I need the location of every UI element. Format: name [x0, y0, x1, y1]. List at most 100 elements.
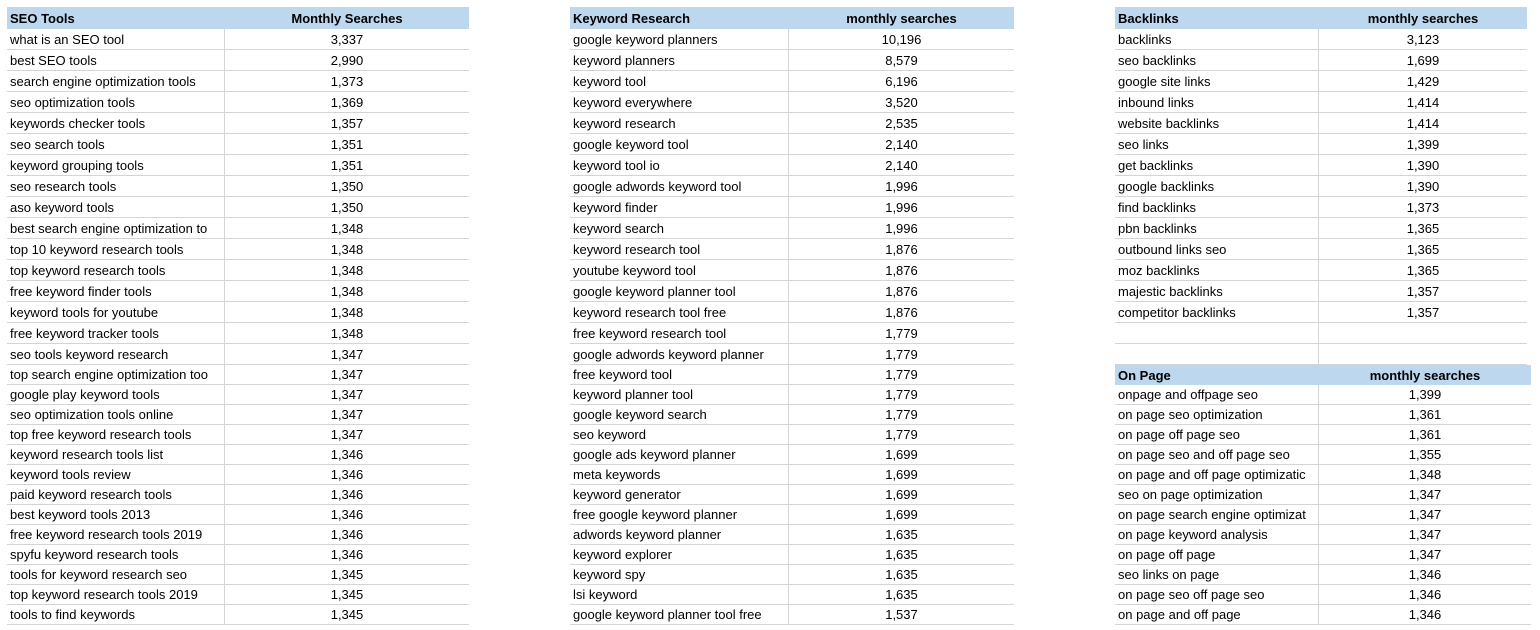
searches-cell[interactable]: 1,390: [1406, 178, 1440, 194]
keyword-cell[interactable]: top keyword research tools 2019: [7, 585, 225, 604]
keyword-cell[interactable]: tools for keyword research seo: [7, 565, 225, 584]
searches-cell[interactable]: 1,346: [330, 547, 364, 562]
keyword-cell[interactable]: google keyword planners: [570, 29, 789, 49]
searches-cell[interactable]: 1,399: [1408, 387, 1442, 402]
keyword-cell[interactable]: seo links on page: [1115, 565, 1319, 584]
keyword-cell[interactable]: top free keyword research tools: [7, 425, 225, 444]
searches-cell[interactable]: 1,699: [885, 467, 918, 482]
searches-cell[interactable]: 1,355: [1408, 447, 1442, 462]
keyword-cell[interactable]: google keyword planner tool free: [570, 605, 789, 624]
searches-cell[interactable]: monthly searches: [1369, 367, 1481, 383]
searches-cell[interactable]: 1,347: [1408, 527, 1442, 542]
keyword-cell[interactable]: tools to find keywords: [7, 605, 225, 624]
searches-cell[interactable]: 1,357: [330, 115, 364, 131]
searches-cell[interactable]: 1,779: [885, 407, 918, 422]
keyword-cell[interactable]: On Page: [1118, 367, 1171, 383]
keyword-cell[interactable]: website backlinks: [1115, 113, 1319, 133]
searches-cell[interactable]: 1,345: [330, 607, 364, 622]
searches-cell[interactable]: 1,351: [330, 136, 364, 152]
searches-cell[interactable]: 1,876: [885, 262, 918, 278]
searches-cell[interactable]: 1,699: [885, 507, 918, 522]
searches-cell[interactable]: 1,348: [330, 220, 364, 236]
searches-cell[interactable]: 1,635: [885, 547, 918, 562]
searches-cell[interactable]: 3,520: [885, 94, 918, 110]
searches-cell[interactable]: 1,346: [330, 527, 364, 542]
searches-cell[interactable]: 1,347: [330, 367, 364, 382]
searches-cell[interactable]: 1,373: [330, 73, 364, 89]
keyword-cell[interactable]: youtube keyword tool: [570, 260, 789, 280]
keyword-cell[interactable]: keyword explorer: [570, 545, 789, 564]
searches-cell[interactable]: 8,579: [885, 52, 918, 68]
keyword-cell[interactable]: inbound links: [1115, 92, 1319, 112]
searches-cell[interactable]: 6,196: [885, 73, 918, 89]
searches-cell[interactable]: 1,348: [1408, 467, 1442, 482]
keyword-cell[interactable]: google adwords keyword tool: [570, 176, 789, 196]
keyword-cell[interactable]: meta keywords: [570, 465, 789, 484]
keyword-cell[interactable]: free google keyword planner: [570, 505, 789, 524]
keyword-cell[interactable]: seo backlinks: [1115, 50, 1319, 70]
searches-cell[interactable]: 1,635: [885, 587, 918, 602]
searches-cell[interactable]: 1,365: [1406, 241, 1440, 257]
keyword-cell[interactable]: google keyword tool: [570, 134, 789, 154]
keyword-cell[interactable]: on page off page seo: [1115, 425, 1319, 444]
searches-cell[interactable]: 10,196: [881, 31, 922, 47]
searches-cell[interactable]: 1,347: [1408, 507, 1442, 522]
searches-cell[interactable]: 1,429: [1406, 73, 1440, 89]
keyword-cell[interactable]: keywords checker tools: [7, 113, 225, 133]
keyword-cell[interactable]: what is an SEO tool: [7, 29, 225, 49]
keyword-cell[interactable]: get backlinks: [1115, 155, 1319, 175]
keyword-cell[interactable]: google keyword planner tool: [570, 281, 789, 301]
searches-cell[interactable]: 1,779: [885, 387, 918, 402]
keyword-cell[interactable]: best search engine optimization to: [7, 218, 225, 238]
searches-cell[interactable]: 1,350: [330, 178, 364, 194]
empty-row[interactable]: [1115, 323, 1527, 344]
searches-cell[interactable]: 1,699: [885, 487, 918, 502]
searches-cell[interactable]: 1,779: [885, 367, 918, 382]
keyword-cell[interactable]: keyword research: [570, 113, 789, 133]
keyword-cell[interactable]: outbound links seo: [1115, 239, 1319, 259]
searches-cell[interactable]: 2,140: [885, 157, 918, 173]
searches-cell[interactable]: 1,346: [1408, 567, 1442, 582]
keyword-cell[interactable]: majestic backlinks: [1115, 281, 1319, 301]
keyword-cell[interactable]: keyword grouping tools: [7, 155, 225, 175]
searches-cell[interactable]: 1,399: [1406, 136, 1440, 152]
keyword-cell[interactable]: keyword tool: [570, 71, 789, 91]
keyword-cell[interactable]: top keyword research tools: [7, 260, 225, 280]
keyword-cell[interactable]: free keyword research tool: [570, 323, 789, 343]
searches-cell[interactable]: 1,876: [885, 304, 918, 320]
searches-cell[interactable]: 3,337: [330, 31, 364, 47]
searches-cell[interactable]: 1,373: [1406, 199, 1440, 215]
keyword-cell[interactable]: competitor backlinks: [1115, 302, 1319, 322]
keyword-cell[interactable]: google ads keyword planner: [570, 445, 789, 464]
keyword-cell[interactable]: keyword everywhere: [570, 92, 789, 112]
keyword-cell[interactable]: on page and off page optimizatic: [1115, 465, 1319, 484]
keyword-cell[interactable]: best keyword tools 2013: [7, 505, 225, 524]
searches-cell[interactable]: 1,347: [330, 346, 364, 362]
keyword-cell[interactable]: on page seo and off page seo: [1115, 445, 1319, 464]
searches-cell[interactable]: 1,357: [1406, 283, 1440, 299]
keyword-cell[interactable]: search engine optimization tools: [7, 71, 225, 91]
searches-cell[interactable]: 1,779: [885, 325, 918, 341]
searches-cell[interactable]: monthly searches: [846, 10, 957, 26]
keyword-cell[interactable]: seo on page optimization: [1115, 485, 1319, 504]
searches-cell[interactable]: 1,346: [330, 467, 364, 482]
searches-cell[interactable]: 1,361: [1408, 427, 1442, 442]
keyword-cell[interactable]: onpage and offpage seo: [1115, 385, 1319, 404]
searches-cell[interactable]: 1,345: [330, 567, 364, 582]
keyword-cell[interactable]: google adwords keyword planner: [570, 344, 789, 364]
keyword-cell[interactable]: SEO Tools: [10, 10, 75, 26]
searches-cell[interactable]: 3,123: [1406, 31, 1440, 47]
searches-cell[interactable]: 1,347: [330, 407, 364, 422]
searches-cell[interactable]: 1,347: [1408, 547, 1442, 562]
searches-cell[interactable]: 1,779: [885, 346, 918, 362]
keyword-cell[interactable]: seo optimization tools online: [7, 405, 225, 424]
keyword-cell[interactable]: seo keyword: [570, 425, 789, 444]
keyword-cell[interactable]: seo research tools: [7, 176, 225, 196]
keyword-cell[interactable]: seo search tools: [7, 134, 225, 154]
searches-cell[interactable]: 1,779: [885, 427, 918, 442]
keyword-cell[interactable]: keyword generator: [570, 485, 789, 504]
searches-cell[interactable]: 1,361: [1408, 407, 1442, 422]
searches-cell[interactable]: 1,348: [330, 325, 364, 341]
keyword-cell[interactable]: find backlinks: [1115, 197, 1319, 217]
keyword-cell[interactable]: paid keyword research tools: [7, 485, 225, 504]
